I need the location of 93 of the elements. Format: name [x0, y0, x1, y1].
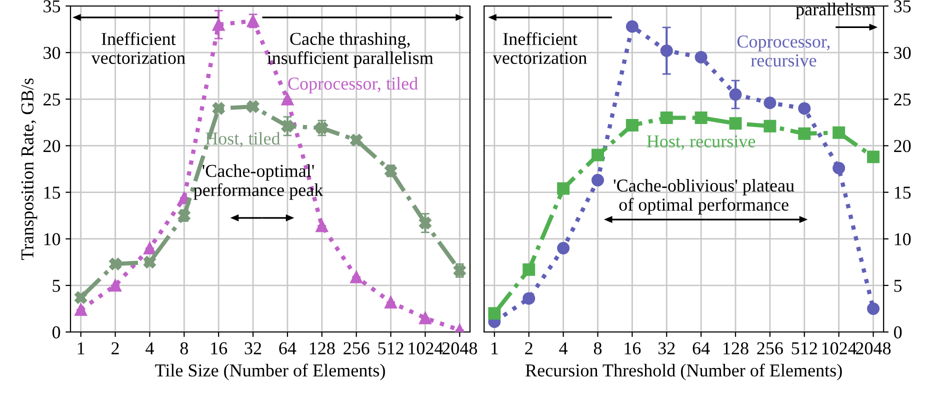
x-tick-label: 4	[146, 342, 154, 354]
point	[694, 50, 708, 64]
y-tick-label: 20	[894, 140, 911, 152]
point	[74, 303, 88, 316]
x-tick-label: 2048	[442, 342, 478, 354]
point	[798, 102, 811, 115]
point	[143, 256, 156, 268]
x-tick-label: 256	[344, 342, 370, 354]
x-tick-label: 2	[112, 342, 119, 354]
x-tick-label: 512	[378, 342, 404, 354]
point	[350, 270, 363, 284]
point	[384, 296, 398, 308]
x-tick-label: 2	[525, 342, 532, 354]
annotation: 'Cache-oblivious' plateau of optimal performance	[614, 178, 794, 214]
x-axis-title: Tile Size (Number of Elements)	[155, 364, 385, 380]
annotation: Cache thrashing, insufficient parallelism	[267, 32, 434, 68]
point	[832, 162, 846, 174]
annotation: parallelism	[796, 2, 876, 20]
y-tick-label: 30	[44, 46, 60, 60]
y-tick-label: 0	[894, 326, 902, 338]
x-tick-label: 128	[724, 342, 748, 354]
point	[316, 122, 328, 134]
point	[660, 44, 673, 57]
y-tick-label: 5	[894, 280, 902, 292]
annotation: Inefficient vectorization	[492, 32, 587, 64]
x-tick-label: 32	[658, 342, 675, 354]
point	[626, 20, 638, 33]
point	[764, 120, 776, 132]
x-tick-label: 64	[279, 342, 296, 354]
x-tick-label: 16	[211, 342, 228, 354]
point	[350, 134, 363, 146]
y-tick-label: 10	[894, 233, 911, 246]
point	[212, 18, 225, 31]
point	[246, 100, 260, 113]
point	[109, 258, 122, 270]
point	[281, 120, 294, 132]
point	[522, 292, 536, 305]
point	[660, 112, 673, 124]
y-tick-label: 15	[894, 186, 911, 199]
x-tick-label: 256	[757, 342, 783, 354]
y-tick-label: 15	[44, 186, 60, 199]
point	[74, 291, 88, 304]
series-label: Coprocessor, tiled	[288, 76, 418, 94]
y-tick-label: 10	[44, 233, 60, 246]
y-tick-label: 35	[44, 0, 60, 12]
point	[729, 117, 742, 130]
y-tick-label: 25	[44, 93, 60, 106]
point	[592, 148, 604, 162]
point	[418, 312, 432, 324]
point	[557, 182, 570, 195]
x-tick-label: 1024	[822, 342, 857, 354]
y-tick-label: 30	[894, 46, 911, 60]
x-axis-title: Recursion Threshold (Number of Elements)	[526, 364, 842, 380]
point	[316, 220, 328, 232]
point	[143, 242, 156, 254]
annotation: Inefficient vectorization	[91, 32, 186, 64]
series-label: Host, recursive	[646, 135, 756, 150]
x-tick-label: 16	[624, 342, 641, 354]
point	[832, 126, 846, 139]
x-tick-label: 128	[310, 342, 335, 354]
x-tick-label: 8	[180, 342, 188, 354]
point	[592, 174, 604, 186]
point	[281, 92, 294, 106]
point	[626, 118, 638, 132]
series-label: Coprocessor, recursive	[737, 36, 830, 67]
annotation: 'Cache-optimal' performance peak	[194, 164, 324, 200]
x-tick-label: 1024	[408, 342, 443, 354]
point	[109, 279, 122, 292]
y-tick-label: 0	[52, 326, 60, 338]
point	[729, 88, 742, 101]
y-axis-title: Transposition Rate, GB/s	[21, 78, 38, 260]
x-tick-label: 512	[792, 342, 817, 354]
point	[418, 216, 432, 230]
point	[557, 242, 570, 254]
x-tick-label: 1	[492, 342, 498, 354]
point	[798, 127, 811, 140]
x-tick-label: 64	[692, 342, 710, 354]
point	[488, 307, 501, 320]
y-tick-label: 35	[894, 0, 911, 12]
point	[212, 102, 225, 115]
x-tick-label: 1	[78, 342, 84, 354]
point	[867, 302, 880, 315]
point	[764, 96, 776, 110]
x-tick-label: 4	[559, 342, 568, 354]
x-tick-label: 8	[594, 342, 602, 354]
y-tick-label: 25	[894, 93, 911, 106]
y-tick-label: 20	[44, 140, 60, 152]
y-tick-label: 5	[52, 280, 60, 292]
point	[694, 112, 708, 124]
point	[867, 150, 880, 164]
x-tick-label: 32	[244, 342, 262, 354]
point	[522, 263, 536, 276]
x-tick-label: 2048	[856, 342, 891, 354]
